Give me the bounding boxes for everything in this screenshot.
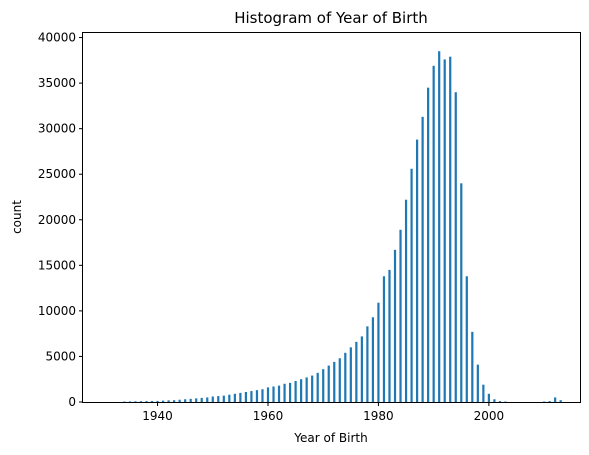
histogram-bar — [222, 395, 225, 402]
y-tick-label: 15000 — [38, 258, 76, 272]
histogram-bar — [360, 336, 363, 402]
histogram-bar — [250, 391, 253, 402]
histogram-bar — [377, 302, 380, 402]
histogram-bar — [559, 400, 562, 402]
histogram-bar — [432, 65, 435, 403]
histogram-bar — [382, 276, 386, 402]
histogram-bar — [150, 401, 154, 402]
y-tick-label: 5000 — [45, 349, 76, 363]
histogram-bar — [454, 92, 457, 402]
histogram-bar — [482, 384, 485, 402]
histogram-bar — [239, 392, 242, 402]
histogram-bar — [173, 400, 176, 402]
y-tick-label: 40000 — [38, 31, 76, 45]
histogram-bar — [427, 87, 430, 403]
histogram-bar — [266, 387, 270, 402]
histogram-bar — [498, 401, 502, 402]
histogram-bar — [300, 379, 303, 402]
histogram-bar — [288, 382, 292, 402]
histogram-bar — [233, 393, 236, 402]
histogram-bar — [311, 375, 314, 402]
y-tick-label: 10000 — [38, 304, 76, 318]
histogram-bar — [443, 59, 446, 403]
y-axis-label: count — [10, 200, 24, 234]
histogram-bar — [283, 383, 286, 402]
histogram-bar — [487, 393, 490, 402]
y-tick-label: 0 — [68, 395, 76, 409]
histogram-bar — [200, 397, 203, 402]
histogram-bar — [128, 401, 132, 402]
histogram-bar — [272, 386, 275, 402]
histogram-bar — [167, 400, 170, 402]
histogram-bar — [460, 183, 463, 402]
histogram-bar — [554, 397, 557, 402]
histogram-bar — [471, 331, 474, 402]
histogram-bar — [184, 399, 187, 402]
histogram-bar — [344, 352, 347, 402]
x-axis-label: Year of Birth — [293, 431, 367, 445]
y-tick-label: 35000 — [38, 76, 76, 90]
histogram-bar — [161, 400, 165, 402]
y-axis-ticks: 0 5000 10000 15000 20000 25000 30000 35000 40000 — [38, 31, 83, 409]
histogram-bar — [228, 394, 231, 402]
histogram-bar — [206, 397, 209, 402]
histogram-bar — [388, 269, 391, 402]
bars-group — [123, 51, 562, 403]
histogram-bar — [277, 385, 281, 402]
histogram-bar — [217, 396, 220, 402]
histogram-bar — [393, 249, 397, 402]
histogram-bar — [294, 381, 297, 402]
histogram-bar — [465, 276, 468, 402]
histogram-bar — [355, 341, 358, 402]
y-tick-label: 25000 — [38, 167, 76, 181]
chart-title: Histogram of Year of Birth — [234, 9, 428, 27]
histogram-bar — [195, 398, 198, 402]
x-tick-label: 1980 — [363, 409, 394, 423]
histogram-bar — [322, 369, 325, 402]
histogram-bar — [349, 347, 352, 402]
histogram-bar — [333, 361, 336, 402]
histogram-bar — [449, 56, 452, 402]
y-tick-label: 20000 — [38, 213, 76, 227]
histogram-bar — [399, 229, 402, 402]
histogram-bar — [134, 401, 137, 402]
histogram-bar — [145, 401, 148, 402]
histogram-bar — [338, 358, 341, 402]
histogram-bar — [404, 199, 408, 402]
x-tick-label: 2000 — [474, 409, 505, 423]
histogram-bar — [327, 365, 330, 402]
histogram-bar — [476, 364, 479, 402]
histogram-bar — [305, 377, 308, 402]
histogram-bar — [548, 401, 551, 402]
histogram-bar — [255, 390, 259, 402]
histogram-bar — [261, 389, 264, 402]
x-axis-ticks: 1940 1960 1980 2000 — [142, 402, 504, 423]
histogram-bar — [244, 391, 248, 402]
histogram-bar — [410, 168, 413, 402]
histogram-bar — [438, 51, 441, 402]
plot-frame — [82, 32, 581, 403]
x-tick-label: 1940 — [142, 409, 173, 423]
histogram-bar — [211, 396, 214, 402]
histogram-bar — [139, 401, 143, 402]
histogram-bar — [415, 139, 419, 402]
histogram-bar — [371, 317, 375, 402]
histogram-bar — [493, 399, 496, 402]
x-tick-label: 1960 — [253, 409, 284, 423]
histogram-bar — [316, 372, 319, 402]
histogram-bar — [421, 116, 424, 402]
histogram-bar — [178, 399, 181, 402]
y-tick-label: 30000 — [38, 122, 76, 136]
histogram-bar — [189, 398, 192, 402]
histogram-bar — [366, 326, 369, 402]
histogram-bar — [156, 400, 159, 402]
